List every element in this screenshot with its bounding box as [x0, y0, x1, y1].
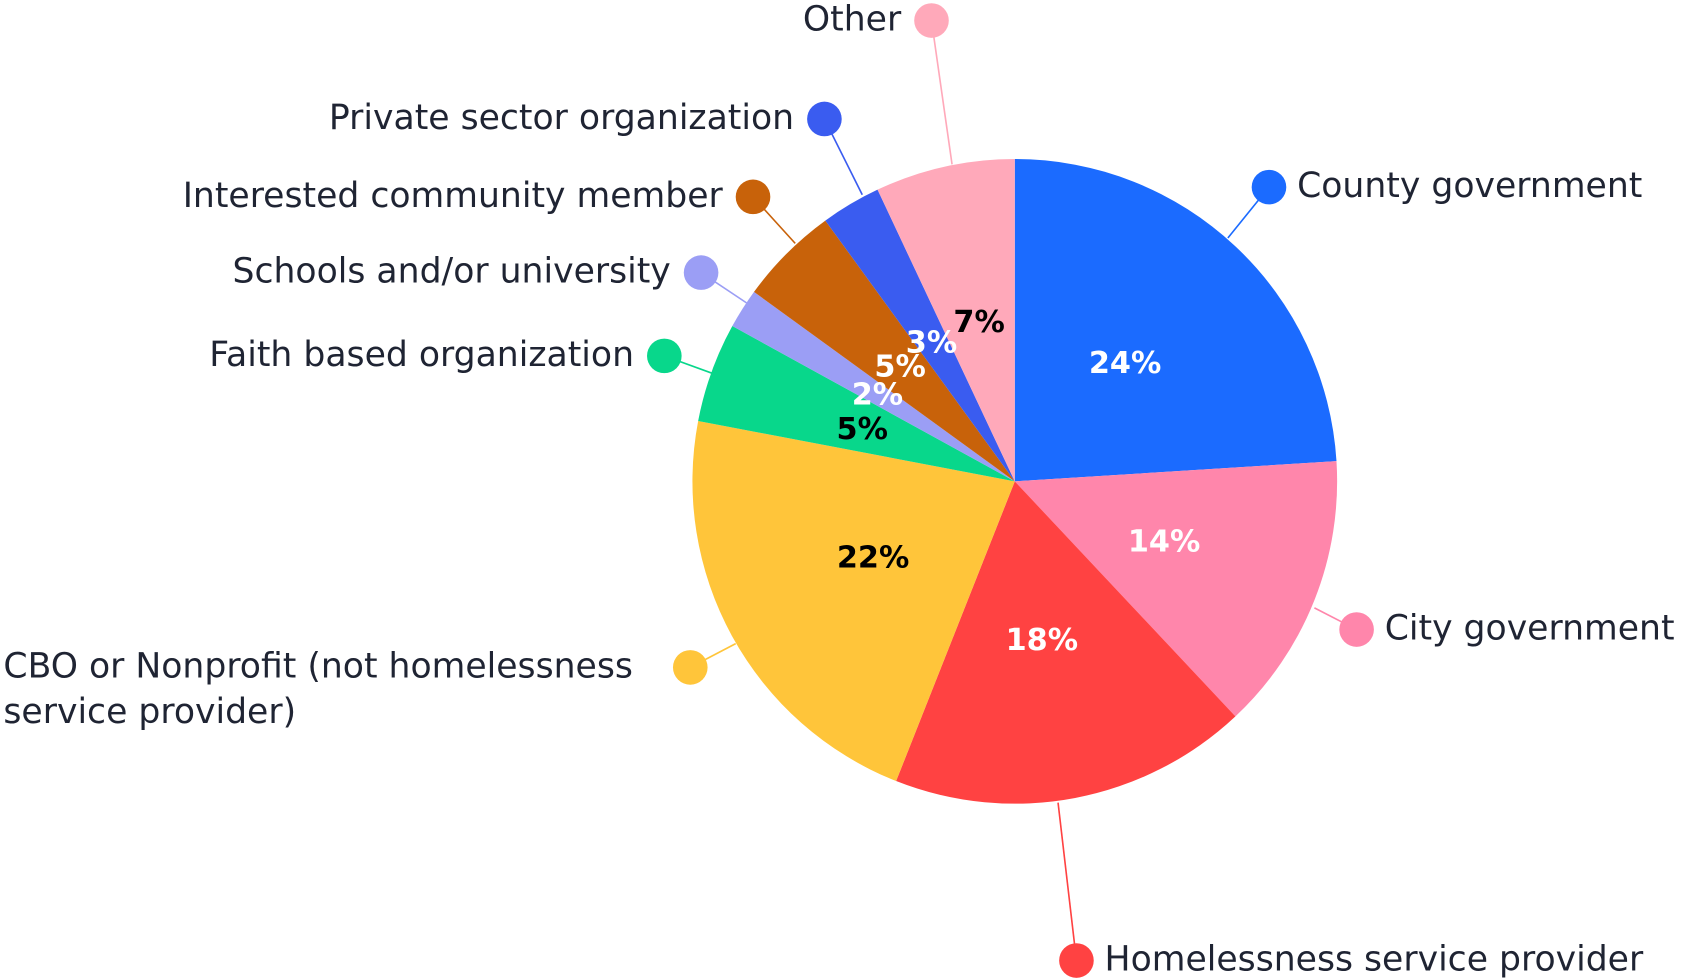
legend-dot	[683, 255, 719, 290]
legend-dot	[647, 338, 682, 374]
value-label: 14%	[1128, 525, 1200, 560]
value-label: 18%	[1006, 623, 1078, 658]
category-label: City government	[1385, 609, 1675, 649]
category-label: County government	[1297, 166, 1642, 206]
legend-dot	[1251, 169, 1287, 205]
category-label: Other	[803, 0, 902, 40]
legend-dot	[735, 179, 771, 215]
pie-slice	[896, 481, 1236, 804]
category-label: Schools and/or university	[233, 252, 671, 292]
pie-slice	[1014, 461, 1338, 717]
category-label: Interested community member	[183, 176, 724, 216]
category-label: Private sector organization	[329, 98, 794, 138]
value-label: 5%	[837, 412, 888, 447]
legend-dot	[807, 101, 842, 137]
legend-dot	[672, 650, 708, 685]
category-label: Faith based organization	[209, 335, 634, 375]
value-label: 7%	[953, 305, 1004, 340]
legend-dot	[914, 3, 949, 38]
pie-slice	[877, 159, 1015, 482]
pie-slice	[825, 189, 1015, 482]
legend-dot	[1339, 612, 1374, 647]
pie-slice	[754, 220, 1015, 482]
leader-line	[930, 20, 953, 165]
leader-line	[1057, 802, 1078, 961]
category-label: Homelessness service provider	[1105, 940, 1644, 980]
value-label: 5%	[874, 349, 925, 384]
value-label: 3%	[906, 325, 957, 360]
legend-dot	[1059, 943, 1094, 978]
value-label: 24%	[1089, 346, 1161, 381]
pie-slice	[698, 326, 1015, 482]
pie-slice	[692, 420, 1015, 782]
category-label: CBO or Nonprofit (not homelessness servic…	[3, 646, 633, 731]
pie-slice	[1014, 159, 1337, 482]
pie-slice	[732, 291, 1015, 482]
value-label: 22%	[837, 541, 909, 576]
value-label: 2%	[852, 377, 903, 412]
